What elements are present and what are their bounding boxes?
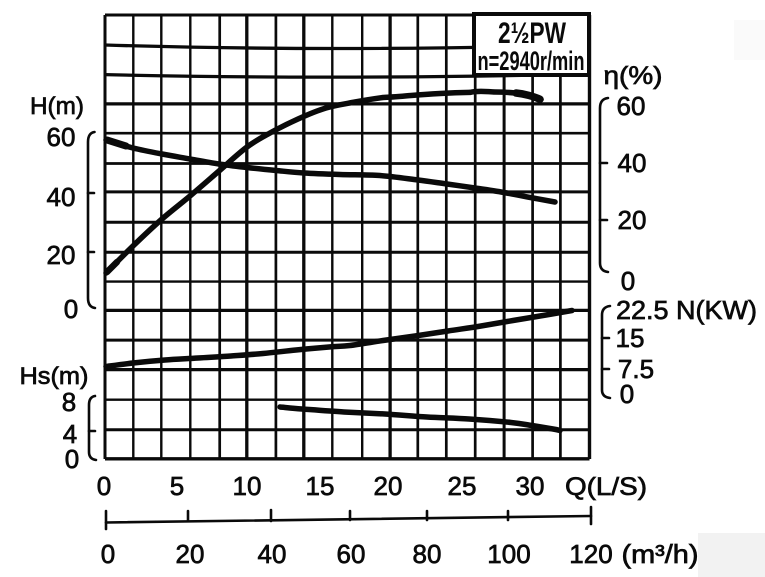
svg-text:Hs(m): Hs(m) xyxy=(20,363,89,390)
svg-text:80: 80 xyxy=(413,539,442,569)
svg-text:0: 0 xyxy=(621,266,635,296)
svg-text:5: 5 xyxy=(170,471,184,501)
svg-text:4: 4 xyxy=(63,419,77,449)
svg-text:Q(L/S): Q(L/S) xyxy=(565,473,647,501)
svg-text:2½PW: 2½PW xyxy=(498,17,567,50)
svg-text:20: 20 xyxy=(176,539,205,569)
svg-text:15: 15 xyxy=(616,323,645,353)
svg-text:20: 20 xyxy=(618,205,647,235)
svg-text:30: 30 xyxy=(516,471,545,501)
svg-text:0: 0 xyxy=(97,471,111,501)
svg-text:(m³/h): (m³/h) xyxy=(622,539,699,569)
svg-text:40: 40 xyxy=(47,182,76,212)
svg-text:20: 20 xyxy=(374,471,403,501)
svg-text:40: 40 xyxy=(258,539,287,569)
svg-text:40: 40 xyxy=(618,148,647,178)
svg-text:15: 15 xyxy=(306,471,335,501)
svg-text:60: 60 xyxy=(47,122,76,152)
svg-text:22.5 N(KW): 22.5 N(KW) xyxy=(616,295,757,325)
svg-text:n=2940r/min: n=2940r/min xyxy=(478,46,585,76)
svg-text:8: 8 xyxy=(62,387,76,417)
svg-text:20: 20 xyxy=(47,240,76,270)
svg-text:0: 0 xyxy=(101,539,115,569)
svg-text:0: 0 xyxy=(64,294,78,324)
svg-text:7.5: 7.5 xyxy=(618,354,654,384)
svg-text:0: 0 xyxy=(620,379,634,409)
svg-text:H(m): H(m) xyxy=(30,93,84,120)
svg-text:60: 60 xyxy=(337,539,366,569)
svg-text:10: 10 xyxy=(233,471,262,501)
svg-text:100: 100 xyxy=(487,539,530,569)
svg-text:60: 60 xyxy=(617,91,646,121)
svg-text:0: 0 xyxy=(65,444,79,474)
svg-text:120: 120 xyxy=(569,539,612,569)
svg-text:25: 25 xyxy=(448,471,477,501)
svg-text:η(%): η(%) xyxy=(604,62,663,90)
